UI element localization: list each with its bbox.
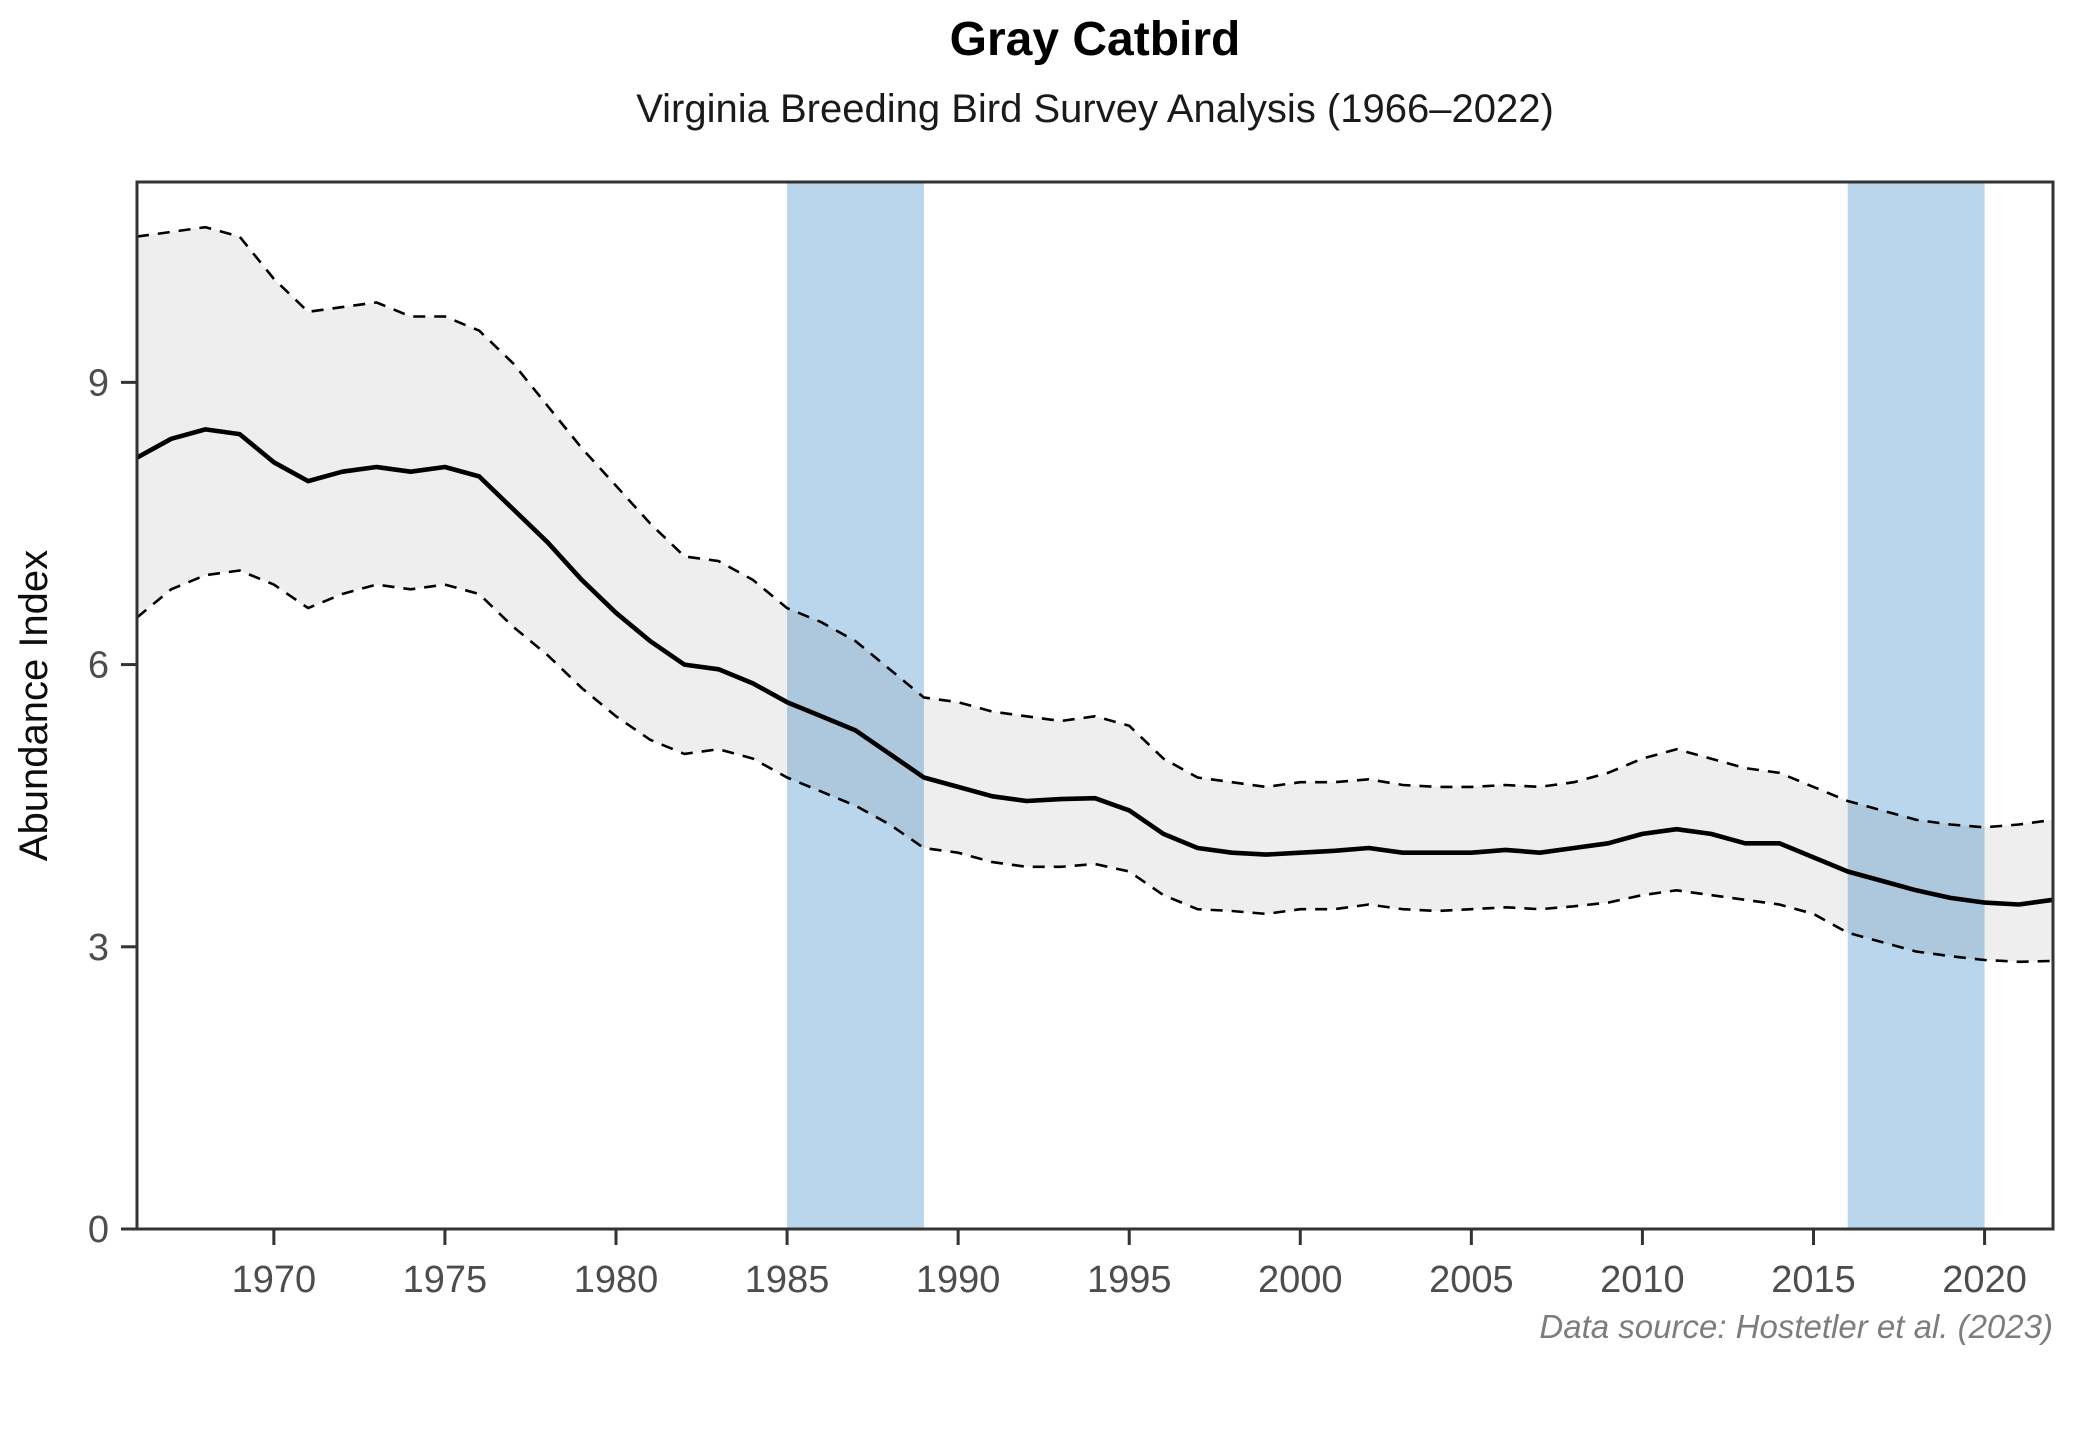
y-tick-label: 9: [88, 362, 109, 404]
y-tick-label: 0: [88, 1209, 109, 1251]
x-tick-label: 2015: [1771, 1259, 1856, 1301]
trend-line: [135, 427, 2054, 907]
x-tick-label: 2010: [1600, 1259, 1685, 1301]
y-tick-label: 6: [88, 645, 109, 687]
ci-boundary-line: [136, 225, 2054, 829]
ci-boundary-line: [136, 569, 2054, 964]
highlight-bands-layer: [787, 182, 1985, 1229]
y-tick-label: 3: [88, 927, 109, 969]
y-axis-title: Abundance Index: [12, 550, 56, 861]
x-tick-label: 1990: [916, 1259, 1001, 1301]
ribbon-layer: [137, 227, 2053, 962]
panel-border: [135, 180, 2055, 1231]
x-tick-label: 1995: [1087, 1259, 1172, 1301]
x-tick-label: 1985: [745, 1259, 830, 1301]
page-subtitle: Virginia Breeding Bird Survey Analysis (…: [636, 87, 1554, 131]
x-tick-label: 1980: [574, 1259, 659, 1301]
highlight-band: [1847, 182, 1985, 1229]
x-tick-label: 1975: [403, 1259, 488, 1301]
x-tick-label: 2020: [1942, 1259, 2027, 1301]
page-title: Gray Catbird: [950, 13, 1241, 66]
line-layer: [135, 225, 2054, 964]
axis-layer: 1970 1975 1980 1985 1990 1995 2000 2005 2010 2015…: [88, 362, 2027, 1301]
confidence-ribbon: [137, 227, 2053, 962]
x-tick-label: 1970: [232, 1259, 317, 1301]
caption: Data source: Hostetler et al. (2023): [1539, 1308, 2053, 1345]
panel-border-layer: [135, 180, 2055, 1231]
x-tick-label: 2000: [1258, 1259, 1343, 1301]
highlight-band: [787, 182, 924, 1229]
x-tick-label: 2005: [1429, 1259, 1514, 1301]
